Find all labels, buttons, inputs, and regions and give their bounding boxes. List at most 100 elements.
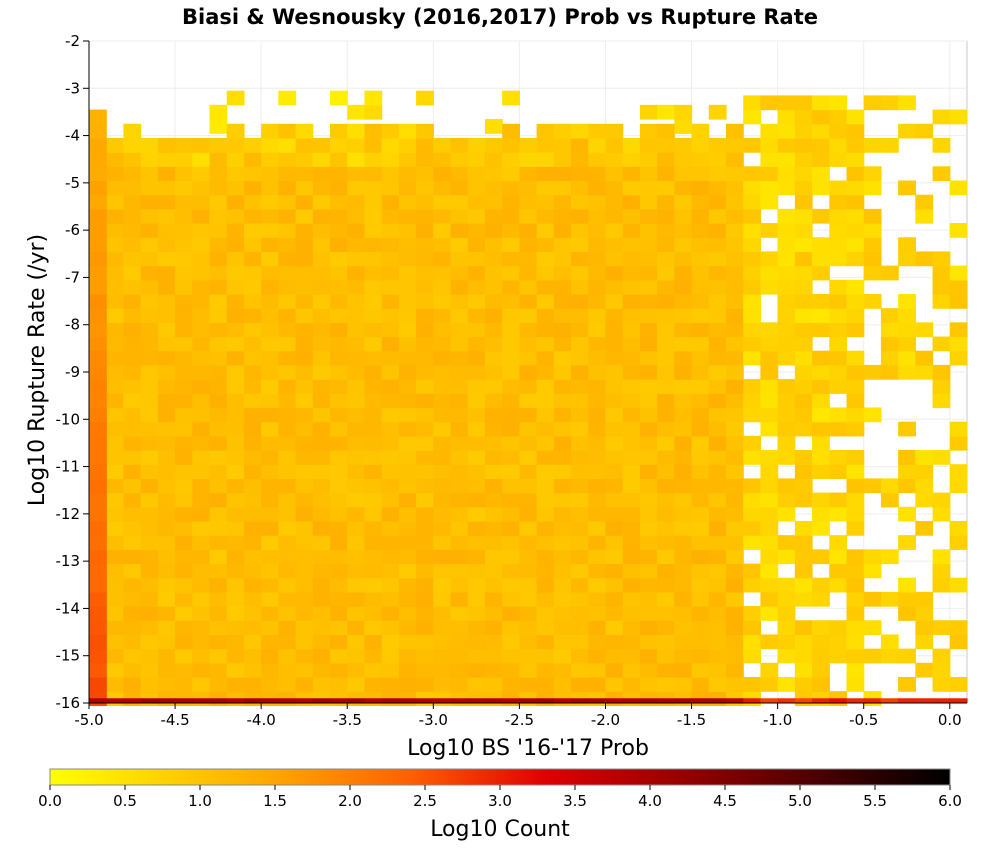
heatmap-cell bbox=[743, 322, 762, 338]
heatmap-cell bbox=[502, 450, 520, 465]
heatmap-cell bbox=[588, 393, 607, 409]
heatmap-cell-bottom-row bbox=[949, 698, 968, 703]
heatmap-cell bbox=[708, 464, 727, 479]
heatmap-cell bbox=[192, 549, 211, 565]
heatmap-cell bbox=[157, 577, 176, 593]
heatmap-cell bbox=[106, 407, 125, 423]
y-tick-label: -12 bbox=[56, 505, 81, 523]
heatmap-cell bbox=[175, 506, 193, 522]
heatmap-cell bbox=[622, 393, 641, 409]
heatmap-cell bbox=[691, 293, 710, 309]
heatmap-cell bbox=[829, 421, 848, 437]
heatmap-cell bbox=[278, 208, 297, 224]
heatmap-cell bbox=[123, 407, 142, 423]
heatmap-cell bbox=[932, 577, 951, 593]
heatmap-cell bbox=[536, 577, 555, 593]
heatmap-cell bbox=[192, 379, 211, 394]
heatmap-cell bbox=[295, 166, 314, 182]
heatmap-cell-left-column bbox=[89, 662, 107, 678]
heatmap-cell-left-column bbox=[89, 492, 107, 508]
heatmap-cell bbox=[588, 421, 607, 437]
heatmap-cell bbox=[571, 577, 589, 593]
heatmap-cell bbox=[330, 90, 348, 106]
heatmap-cell bbox=[502, 577, 520, 593]
heatmap-cell bbox=[812, 620, 830, 636]
heatmap-cell bbox=[364, 520, 383, 536]
heatmap-cell bbox=[330, 421, 348, 437]
x-tick-label: -4.5 bbox=[160, 711, 189, 729]
heatmap-cell bbox=[571, 648, 589, 664]
heatmap-cell bbox=[760, 464, 779, 479]
heatmap-cell-bottom-row bbox=[743, 698, 762, 703]
heatmap-cell bbox=[863, 95, 882, 111]
heatmap-cell bbox=[519, 364, 538, 380]
heatmap-cell bbox=[467, 166, 486, 182]
heatmap-cell bbox=[192, 336, 211, 352]
heatmap-cell bbox=[312, 464, 331, 479]
heatmap-cell bbox=[381, 364, 400, 380]
heatmap-cell bbox=[674, 322, 693, 338]
heatmap-cell bbox=[553, 464, 572, 479]
heatmap-cell bbox=[898, 478, 916, 494]
heatmap-cell bbox=[553, 435, 572, 451]
heatmap-cell bbox=[416, 435, 434, 451]
heatmap-cell bbox=[364, 90, 383, 106]
heatmap-cell bbox=[450, 549, 469, 565]
heatmap-cell bbox=[536, 364, 555, 380]
heatmap-cell bbox=[691, 251, 710, 267]
heatmap-cell bbox=[812, 492, 830, 508]
heatmap-cell bbox=[880, 549, 899, 565]
heatmap-cell bbox=[639, 123, 658, 139]
heatmap-cell bbox=[691, 237, 710, 253]
heatmap-cell bbox=[691, 606, 710, 621]
heatmap-cell bbox=[209, 421, 228, 437]
heatmap-cell bbox=[381, 166, 400, 182]
heatmap-cell bbox=[915, 478, 934, 494]
heatmap-cell bbox=[777, 279, 796, 295]
heatmap-cell bbox=[467, 137, 486, 153]
heatmap-cell bbox=[812, 152, 830, 167]
heatmap-cell bbox=[708, 634, 727, 650]
heatmap-cell bbox=[278, 137, 297, 153]
heatmap-cell bbox=[846, 223, 865, 238]
heatmap-cell bbox=[502, 90, 520, 106]
heatmap-cell-left-column bbox=[89, 421, 107, 437]
heatmap-cell bbox=[605, 634, 624, 650]
heatmap-cell bbox=[433, 591, 452, 607]
heatmap-cell bbox=[622, 379, 641, 394]
heatmap-cell bbox=[243, 350, 262, 366]
heatmap-cell bbox=[381, 237, 400, 253]
heatmap-cell bbox=[605, 606, 624, 621]
heatmap-cell bbox=[536, 464, 555, 479]
heatmap-cell bbox=[863, 208, 882, 224]
heatmap-cell bbox=[312, 634, 331, 650]
heatmap-cell bbox=[588, 506, 607, 522]
heatmap-cell bbox=[484, 676, 503, 692]
heatmap-cell bbox=[588, 208, 607, 224]
heatmap-cell-bottom-row bbox=[553, 698, 572, 703]
heatmap-cell bbox=[364, 634, 383, 650]
heatmap-cell bbox=[743, 379, 762, 394]
heatmap-cell bbox=[295, 450, 314, 465]
heatmap-cell bbox=[571, 591, 589, 607]
heatmap-cell bbox=[243, 549, 262, 565]
heatmap-cell bbox=[691, 520, 710, 536]
heatmap-cell bbox=[829, 620, 848, 636]
heatmap-cell bbox=[846, 407, 865, 423]
heatmap-cell bbox=[777, 109, 796, 125]
heatmap-cell bbox=[743, 634, 762, 650]
heatmap-cell bbox=[261, 662, 279, 678]
heatmap-cell-bottom-row bbox=[433, 698, 452, 703]
heatmap-cell bbox=[347, 166, 366, 182]
heatmap-cell bbox=[467, 634, 486, 650]
heatmap-cell bbox=[571, 123, 589, 139]
heatmap-cell bbox=[949, 265, 968, 281]
heatmap-cell bbox=[743, 279, 762, 295]
heatmap-cell bbox=[416, 293, 434, 309]
heatmap-cell bbox=[657, 180, 675, 196]
heatmap-cell bbox=[657, 208, 675, 224]
heatmap-cell bbox=[209, 620, 228, 636]
heatmap-cell bbox=[812, 265, 830, 281]
heatmap-cell bbox=[381, 606, 400, 621]
heatmap-cell bbox=[243, 662, 262, 678]
